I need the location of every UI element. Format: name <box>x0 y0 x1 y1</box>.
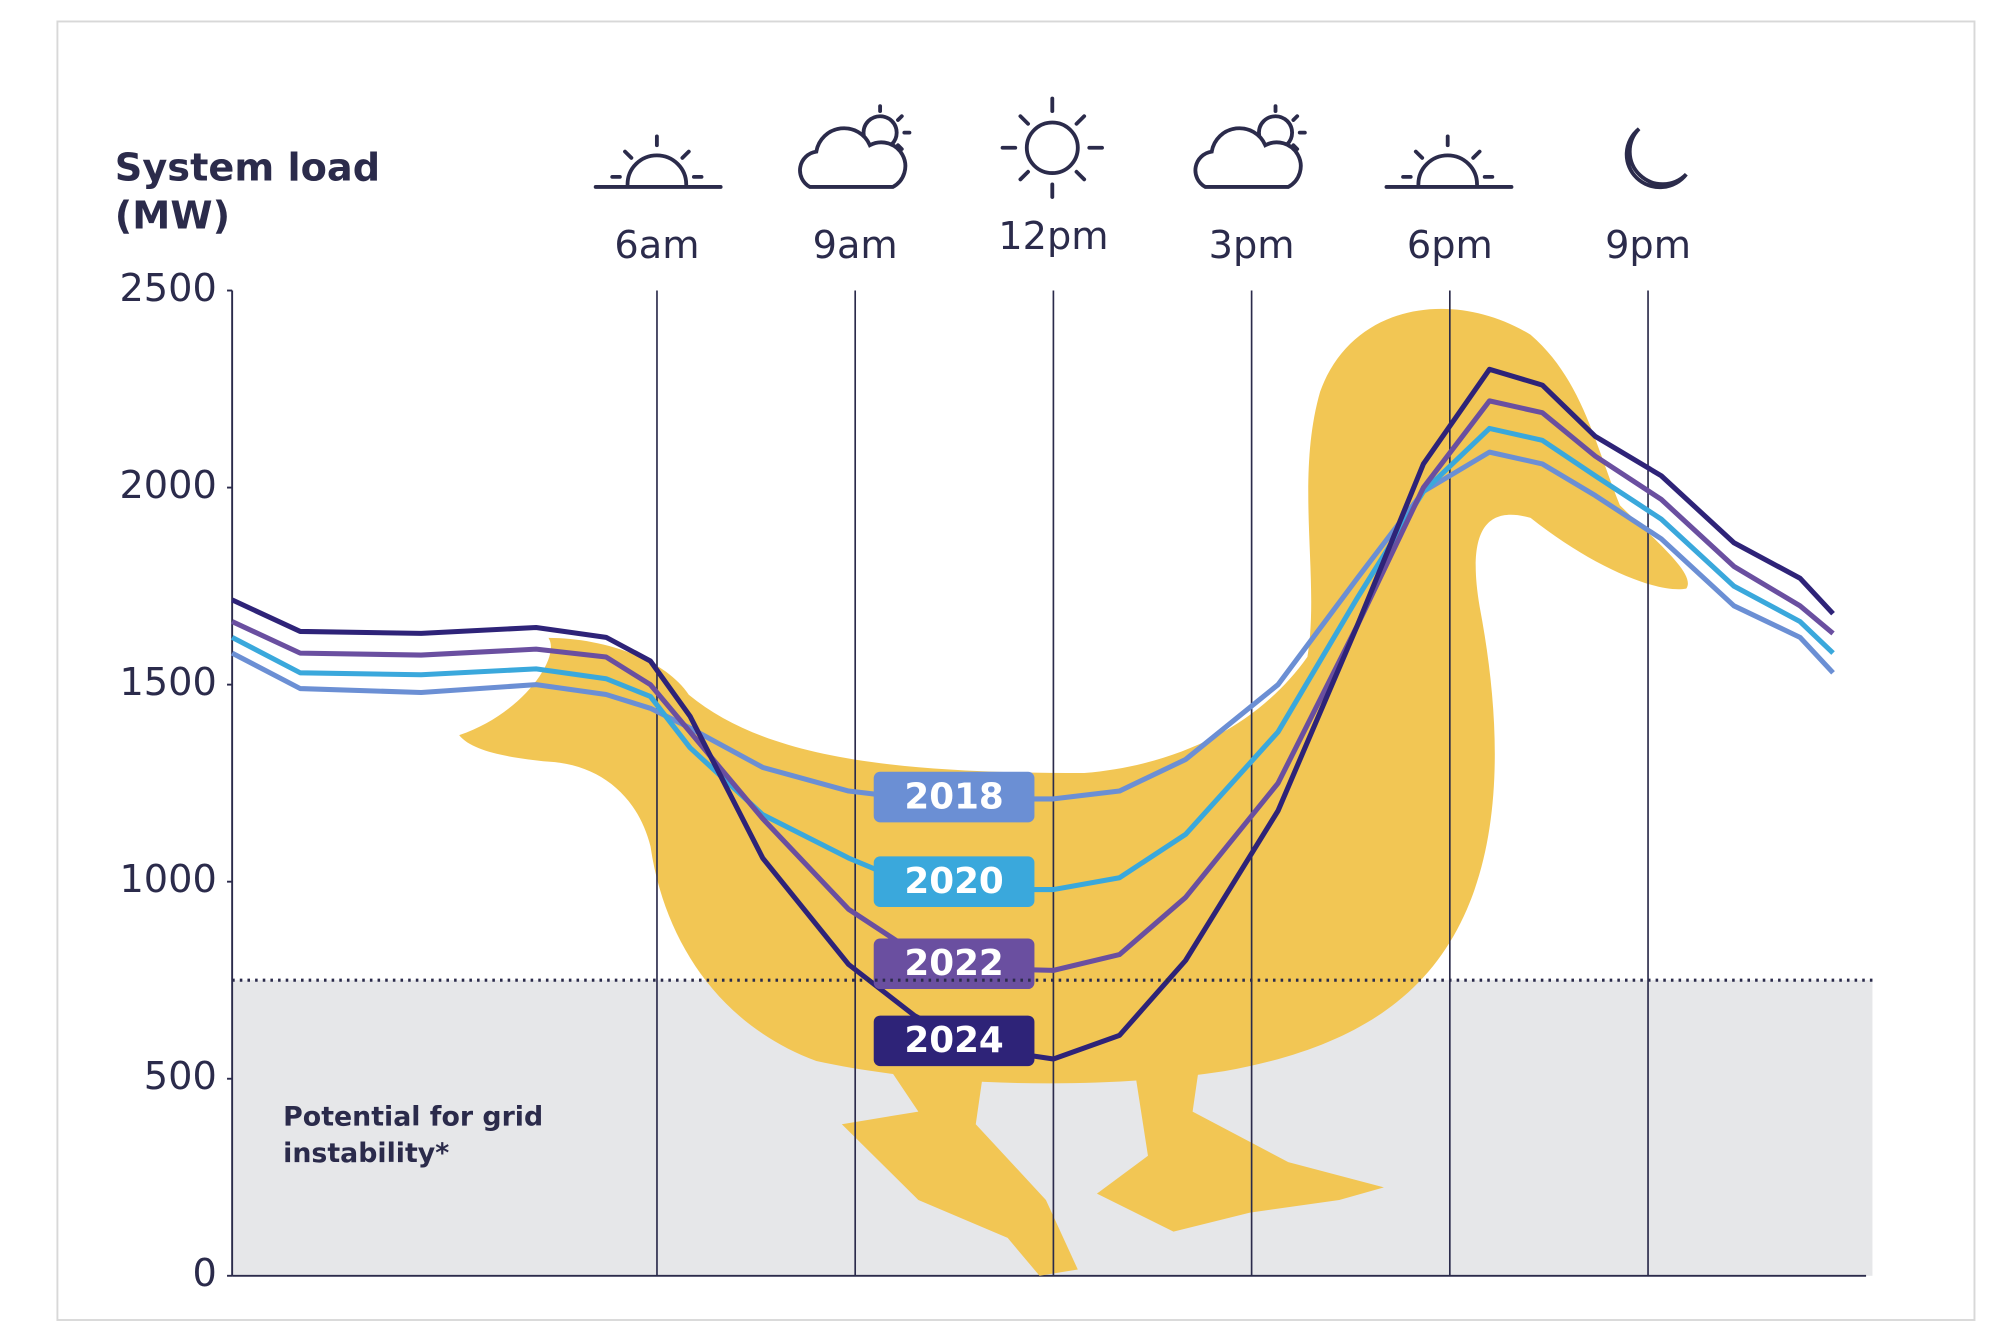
plot-layer: 2018 2020 2022 2024 <box>230 290 1873 1276</box>
series-label-box <box>873 938 1035 990</box>
y-tick-label: 2000 <box>119 463 216 507</box>
y-tick-label: 2500 <box>119 266 216 310</box>
duck-foot-right <box>1096 1067 1384 1232</box>
series-line <box>230 449 1835 802</box>
duck <box>459 308 1688 1276</box>
series-label-box <box>873 856 1035 907</box>
duck-foot-left <box>841 1073 1078 1276</box>
sunset-icon <box>1384 134 1514 189</box>
x-tick-label: 9am <box>813 223 898 267</box>
series-label: 2020 <box>904 861 1003 902</box>
x-tick-label: 6am <box>614 223 699 267</box>
series-label-box <box>873 771 1035 823</box>
series-line <box>231 398 1835 973</box>
y-tick-label: 0 <box>192 1251 216 1295</box>
series-label: 2018 <box>904 776 1003 817</box>
duck-body <box>459 308 1688 1084</box>
chart-title: System load (MW) <box>114 146 381 239</box>
icons <box>593 96 1688 199</box>
series-line <box>231 366 1835 1062</box>
threshold-label: Potential for grid instability* <box>283 1101 544 1169</box>
x-tick-label: 12pm <box>998 214 1108 258</box>
sunrise-icon <box>593 134 723 189</box>
series-label-box <box>873 1015 1035 1067</box>
x-tick-label: 3pm <box>1209 223 1295 267</box>
y-tick-label: 500 <box>144 1054 217 1098</box>
x-tick-label: 6pm <box>1407 223 1493 267</box>
y-tick-label: 1000 <box>119 857 216 901</box>
series-label: 2022 <box>904 943 1003 984</box>
y-tick-label: 1500 <box>119 660 216 704</box>
cloud-sun-icon <box>798 104 912 189</box>
cloud-sun-icon <box>1193 104 1307 189</box>
moon-icon <box>1624 127 1688 190</box>
series-label: 2024 <box>904 1020 1003 1061</box>
note-box: Potential for grid instability* <box>283 1101 544 1169</box>
sun-icon <box>1000 96 1104 199</box>
title-box: System load (MW) <box>114 146 381 239</box>
series-line <box>230 425 1835 893</box>
x-tick-label: 9pm <box>1605 223 1691 267</box>
